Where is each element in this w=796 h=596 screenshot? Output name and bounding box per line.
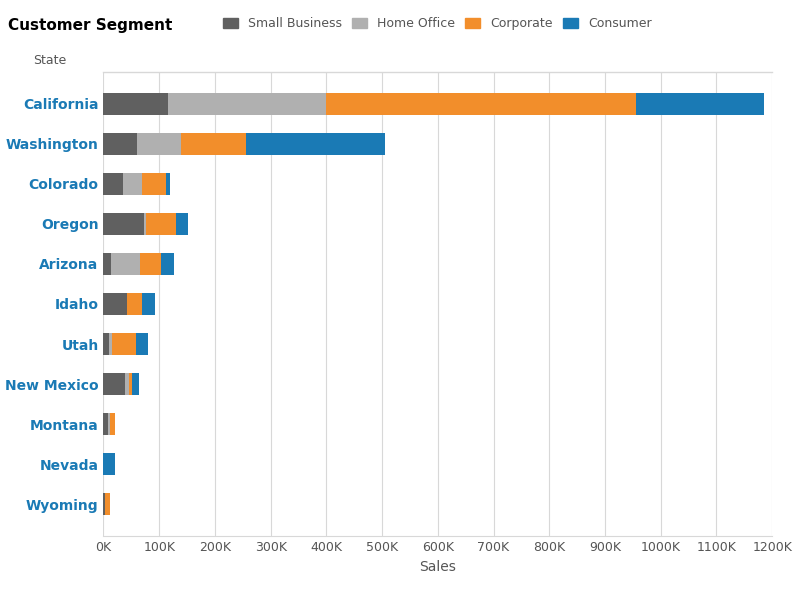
Bar <box>108 413 110 435</box>
Bar <box>181 133 245 155</box>
Bar <box>132 373 139 395</box>
Bar <box>123 173 142 195</box>
Bar <box>127 293 142 315</box>
Bar <box>103 213 143 235</box>
Text: State: State <box>33 54 67 67</box>
Bar <box>136 333 148 355</box>
Bar <box>142 293 154 315</box>
Bar <box>103 373 125 395</box>
Bar <box>103 453 115 475</box>
Bar <box>137 133 181 155</box>
Bar <box>111 253 140 275</box>
Bar <box>129 373 132 395</box>
Bar <box>103 333 109 355</box>
Bar <box>146 213 177 235</box>
Bar <box>103 92 167 114</box>
Bar <box>110 413 115 435</box>
Text: Customer Segment: Customer Segment <box>8 18 173 33</box>
X-axis label: Sales: Sales <box>419 560 456 574</box>
Bar <box>635 92 763 114</box>
Bar <box>103 253 111 275</box>
Legend: Small Business, Home Office, Corporate, Consumer: Small Business, Home Office, Corporate, … <box>224 17 651 30</box>
Bar <box>109 333 112 355</box>
Bar <box>177 213 188 235</box>
Bar <box>112 333 136 355</box>
Bar <box>103 413 108 435</box>
Bar <box>103 133 137 155</box>
Bar <box>326 92 635 114</box>
Bar <box>142 173 166 195</box>
Bar <box>167 92 326 114</box>
Bar <box>103 293 127 315</box>
Bar <box>140 253 162 275</box>
Bar <box>104 493 110 516</box>
Bar <box>245 133 385 155</box>
Bar <box>162 253 174 275</box>
Bar <box>125 373 129 395</box>
Bar <box>103 493 104 516</box>
Bar <box>103 173 123 195</box>
Bar <box>166 173 170 195</box>
Bar <box>143 213 146 235</box>
